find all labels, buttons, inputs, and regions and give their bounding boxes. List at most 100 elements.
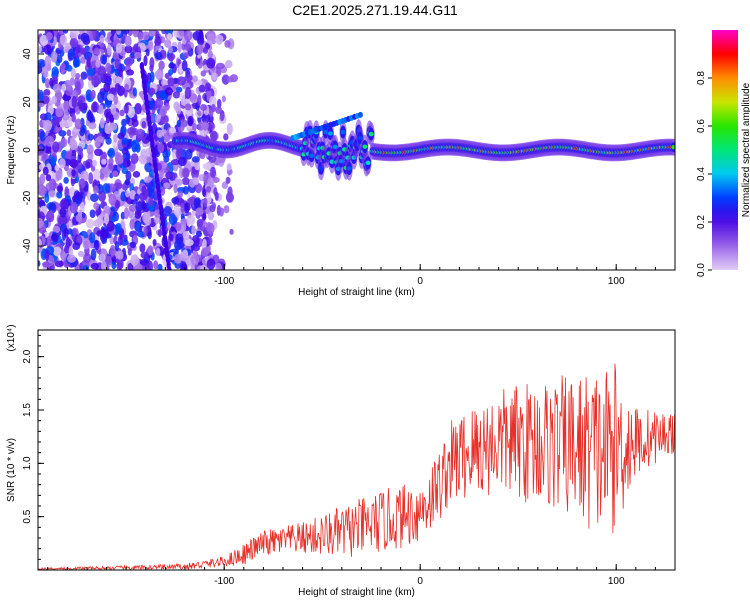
noise-blob [147,260,154,270]
noise-blob [179,251,187,262]
noise-blob [75,213,83,222]
noise-blob [168,45,173,54]
noise-blob [42,166,49,176]
noise-blob [38,59,46,68]
noise-blob [74,196,82,205]
noise-blob [152,238,157,246]
noise-blob [93,169,101,181]
noise-blob [139,243,146,253]
noise-blob [229,228,234,235]
noise-blob [80,71,88,80]
noise-blob [91,75,100,87]
noise-blob [178,156,187,167]
noise-blob [163,182,170,189]
noise-blob [69,30,79,40]
noise-blob [203,197,208,208]
noise-blob [184,74,193,82]
noise-blob [205,221,212,233]
noise-blob [86,110,94,121]
noise-blob [219,112,225,122]
noise-blob [39,130,46,142]
noise-blob [112,170,119,178]
noise-blob [183,202,191,212]
noise-blob [210,130,218,142]
noise-blob [122,152,131,162]
noise-blob [38,260,41,267]
noise-blob [52,246,62,257]
noise-blob [175,86,183,93]
noise-blob [143,55,148,67]
snr-series-line [38,363,675,570]
noise-blob [182,167,190,179]
noise-blob [182,185,189,195]
noise-blob [191,123,198,131]
bottom-x-tick-label: 0 [417,576,423,587]
noise-blob [176,76,186,86]
noise-blob [174,178,184,186]
noise-blob [45,174,52,182]
noise-blob [86,191,92,201]
noise-blob [114,83,121,92]
noise-blob [56,54,63,64]
noise-blob [184,238,194,247]
signal-core [346,166,352,171]
top-y-tick-label: 0 [22,147,33,153]
noise-blob [164,30,174,35]
noise-blob [121,137,129,145]
top-y-tick-label: -40 [22,238,33,253]
chart-title: C2E1.2025.271.19.44.G11 [292,2,458,18]
noise-blob [98,253,106,263]
streak-point [167,266,172,270]
noise-blob [100,260,107,270]
noise-blob [88,122,97,130]
signal-core [327,131,333,136]
noise-blob [38,45,42,53]
noise-blob [75,72,81,80]
noise-blob [51,55,57,62]
noise-blob [51,96,58,105]
noise-blob [99,34,105,44]
noise-blob [212,176,220,183]
noise-blob [125,56,133,67]
noise-blob [44,55,52,68]
noise-blob [90,248,97,261]
noise-blob [86,144,94,155]
noise-blob [71,113,77,123]
noise-blob [207,50,213,59]
noise-blob [175,148,183,160]
noise-blob [95,59,101,68]
noise-blob [73,59,79,68]
noise-blob [110,103,117,115]
noise-blob [124,45,133,54]
noise-blob [195,183,203,194]
bottom-plot-frame [37,329,676,571]
noise-blob [64,186,69,197]
noise-blob [44,192,50,204]
noise-blob [127,262,134,270]
noise-blob [193,177,199,186]
noise-blob [58,158,66,169]
noise-blob [108,193,117,206]
noise-blob [43,44,52,55]
colorbar-tick-label: 0.2 [696,215,707,229]
noise-blob [125,170,132,181]
noise-blob [173,240,183,251]
noise-blob [109,245,116,257]
noise-blob [90,193,99,203]
noise-blob [202,46,209,54]
noise-blob [185,149,193,160]
noise-blob [115,42,123,54]
noise-blob [160,79,168,86]
noise-blob [214,34,224,44]
noise-blob [148,87,156,96]
noise-blob [173,101,180,111]
noise-blob [62,30,69,34]
noise-blob [105,111,111,124]
noise-blob [77,146,83,156]
noise-blob [214,191,219,201]
noise-blob [124,83,130,91]
noise-blob [207,211,215,221]
noise-blob [38,65,43,75]
noise-blob [170,159,180,166]
